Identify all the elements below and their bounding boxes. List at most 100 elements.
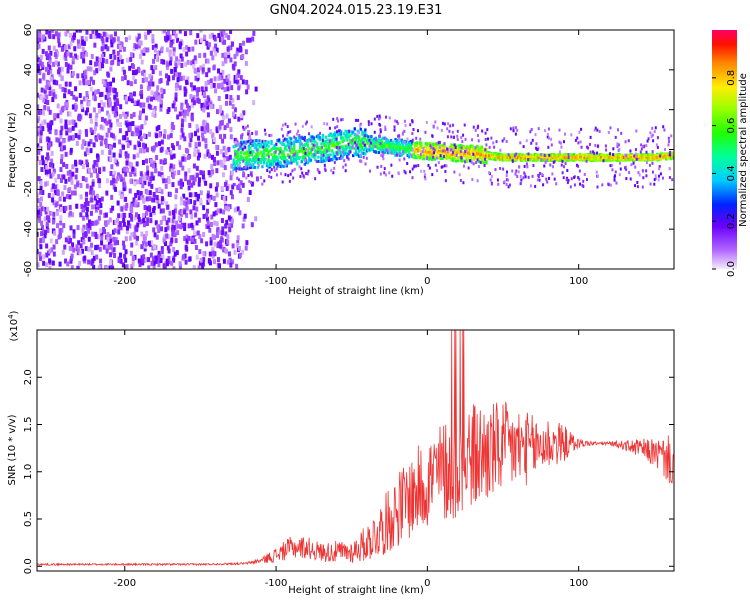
heatmap-cell [352,138,355,142]
heatmap-cell [306,150,310,154]
heatmap-cell [583,172,586,176]
heatmap-cell [52,92,56,98]
heatmap-cell [205,72,209,78]
heatmap-cell [96,205,100,211]
heatmap-cell [324,148,328,152]
heatmap-cell [204,80,208,86]
heatmap-cell [207,197,211,203]
heatmap-cell [195,165,199,171]
heatmap-cell [658,165,661,169]
heatmap-cell [234,144,237,148]
heatmap-cell [216,208,220,214]
heatmap-cell [159,99,163,105]
heatmap-cell [585,159,588,163]
heatmap-cell [92,255,96,261]
heatmap-cell [560,157,564,161]
heatmap-cell [85,212,89,218]
heatmap-cell [468,152,471,156]
heatmap-cell [37,262,40,268]
heatmap-cell [255,143,258,147]
heatmap-cell [77,240,81,246]
heatmap-cell [595,170,598,174]
heatmap-cell [63,244,67,250]
heatmap-cell [233,107,237,113]
heatmap-cell [199,200,203,206]
heatmap-cell [337,119,340,123]
heatmap-cell [242,216,246,222]
heatmap-cell [70,91,74,97]
heatmap-cell [447,152,450,156]
heatmap-cell [71,171,75,177]
heatmap-cell [196,193,200,199]
heatmap-cell [397,171,400,175]
heatmap-cell [116,240,120,246]
heatmap-cell [71,125,75,131]
heatmap-cell [223,87,227,93]
heatmap-cell [204,86,208,92]
heatmap-cell [49,162,53,168]
heatmap-cell [154,65,158,71]
heatmap-cell [344,169,347,173]
heatmap-cell [302,154,305,158]
heatmap-cell [565,158,568,162]
heatmap-cell [285,159,288,163]
heatmap-cell [225,100,229,106]
heatmap-cell [64,119,68,125]
heatmap-cell [81,39,85,45]
heatmap-cell [244,145,247,149]
heatmap-cell [276,159,279,163]
heatmap-cell [58,71,62,77]
heatmap-cell [92,168,96,174]
heatmap-cell [446,135,449,139]
heatmap-cell [417,129,420,133]
heatmap-cell [108,217,112,223]
heatmap-cell [192,180,196,186]
heatmap-cell [585,158,588,162]
heatmap-cell [247,149,251,153]
heatmap-cell [371,142,375,146]
heatmap-cell [122,218,126,224]
heatmap-cell [653,182,656,186]
heatmap-cell [60,227,64,233]
heatmap-cell [141,212,145,218]
heatmap-cell [355,133,358,137]
heatmap-cell [473,150,476,154]
heatmap-cell [397,148,400,152]
heatmap-cell [352,146,355,150]
heatmap-cell [271,162,275,166]
heatmap-cell [386,151,390,155]
heatmap-cell [43,98,47,104]
heatmap-cell [92,107,96,113]
heatmap-cell [108,265,112,269]
heatmap-cell [244,156,248,160]
heatmap-cell [105,248,109,254]
heatmap-cell [64,178,68,184]
heatmap-cell [141,77,145,83]
heatmap-cell [267,144,270,148]
heatmap-cell [634,152,637,156]
heatmap-cell [650,135,653,139]
heatmap-cell [157,171,161,177]
heatmap-cell [129,203,133,209]
heatmap-cell [46,206,50,212]
heatmap-cell [570,133,573,137]
heatmap-cell [179,134,183,140]
heatmap-cell [244,151,248,155]
heatmap-cell [212,137,216,143]
heatmap-cell [262,161,266,165]
heatmap-cell [262,155,266,159]
heatmap-cell [226,46,230,52]
heatmap-cell [42,260,46,266]
heatmap-cell [248,179,251,183]
heatmap-cell [377,134,380,138]
heatmap-cell [159,219,163,225]
heatmap-cell [420,150,423,154]
heatmap-cell [128,121,132,127]
heatmap-cell [647,137,650,141]
heatmap-cell [197,141,201,147]
heatmap-cell [576,136,579,140]
heatmap-cell [227,118,231,124]
heatmap-cell [111,205,115,211]
heatmap-cell [135,235,139,241]
heatmap-cell [244,162,248,166]
